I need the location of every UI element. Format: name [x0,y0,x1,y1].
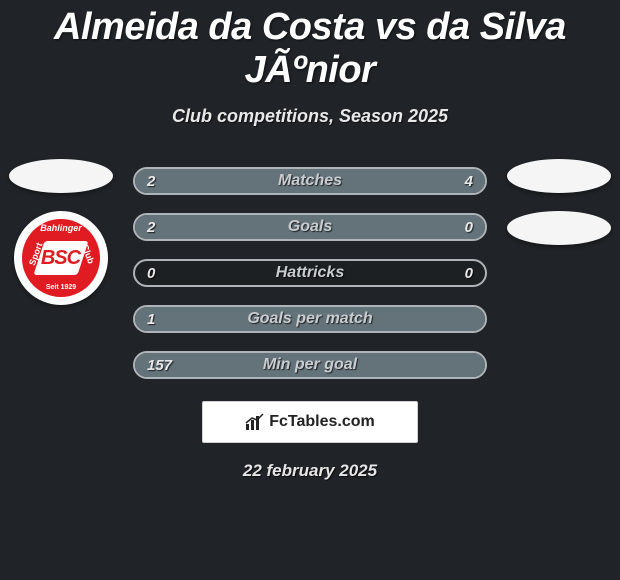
stat-bar: 157Min per goal [133,351,487,379]
chart-icon [245,413,265,431]
bar-label: Goals [135,215,485,239]
bar-label: Hattricks [135,261,485,285]
club-since: Seit 1929 [22,284,100,291]
comparison-stage: Bahlinger Sport Club BSC Seit 1929 24Mat… [0,167,620,481]
stat-bar: 1Goals per match [133,305,487,333]
brand-name: FcTables.com [269,413,375,431]
date-label: 22 february 2025 [0,461,620,481]
club-text-top: Bahlinger [22,223,100,233]
left-flag-icon [9,159,113,193]
page-title: Almeida da Costa vs da Silva JÃºnior [0,0,620,92]
right-flag-icon [507,159,611,193]
right-club-flag-icon [507,211,611,245]
left-club-badge: Bahlinger Sport Club BSC Seit 1929 [14,211,108,305]
bar-label: Matches [135,169,485,193]
stat-bar: 20Goals [133,213,487,241]
stat-bars: 24Matches 20Goals 00Hattricks 1Goals per ma… [133,167,487,379]
stat-bar: 00Hattricks [133,259,487,287]
bar-label: Min per goal [135,353,485,377]
brand-box: FcTables.com [202,401,418,443]
right-side-column [504,159,614,245]
bar-label: Goals per match [135,307,485,331]
subtitle: Club competitions, Season 2025 [0,106,620,127]
stat-bar: 24Matches [133,167,487,195]
left-side-column: Bahlinger Sport Club BSC Seit 1929 [6,159,116,305]
